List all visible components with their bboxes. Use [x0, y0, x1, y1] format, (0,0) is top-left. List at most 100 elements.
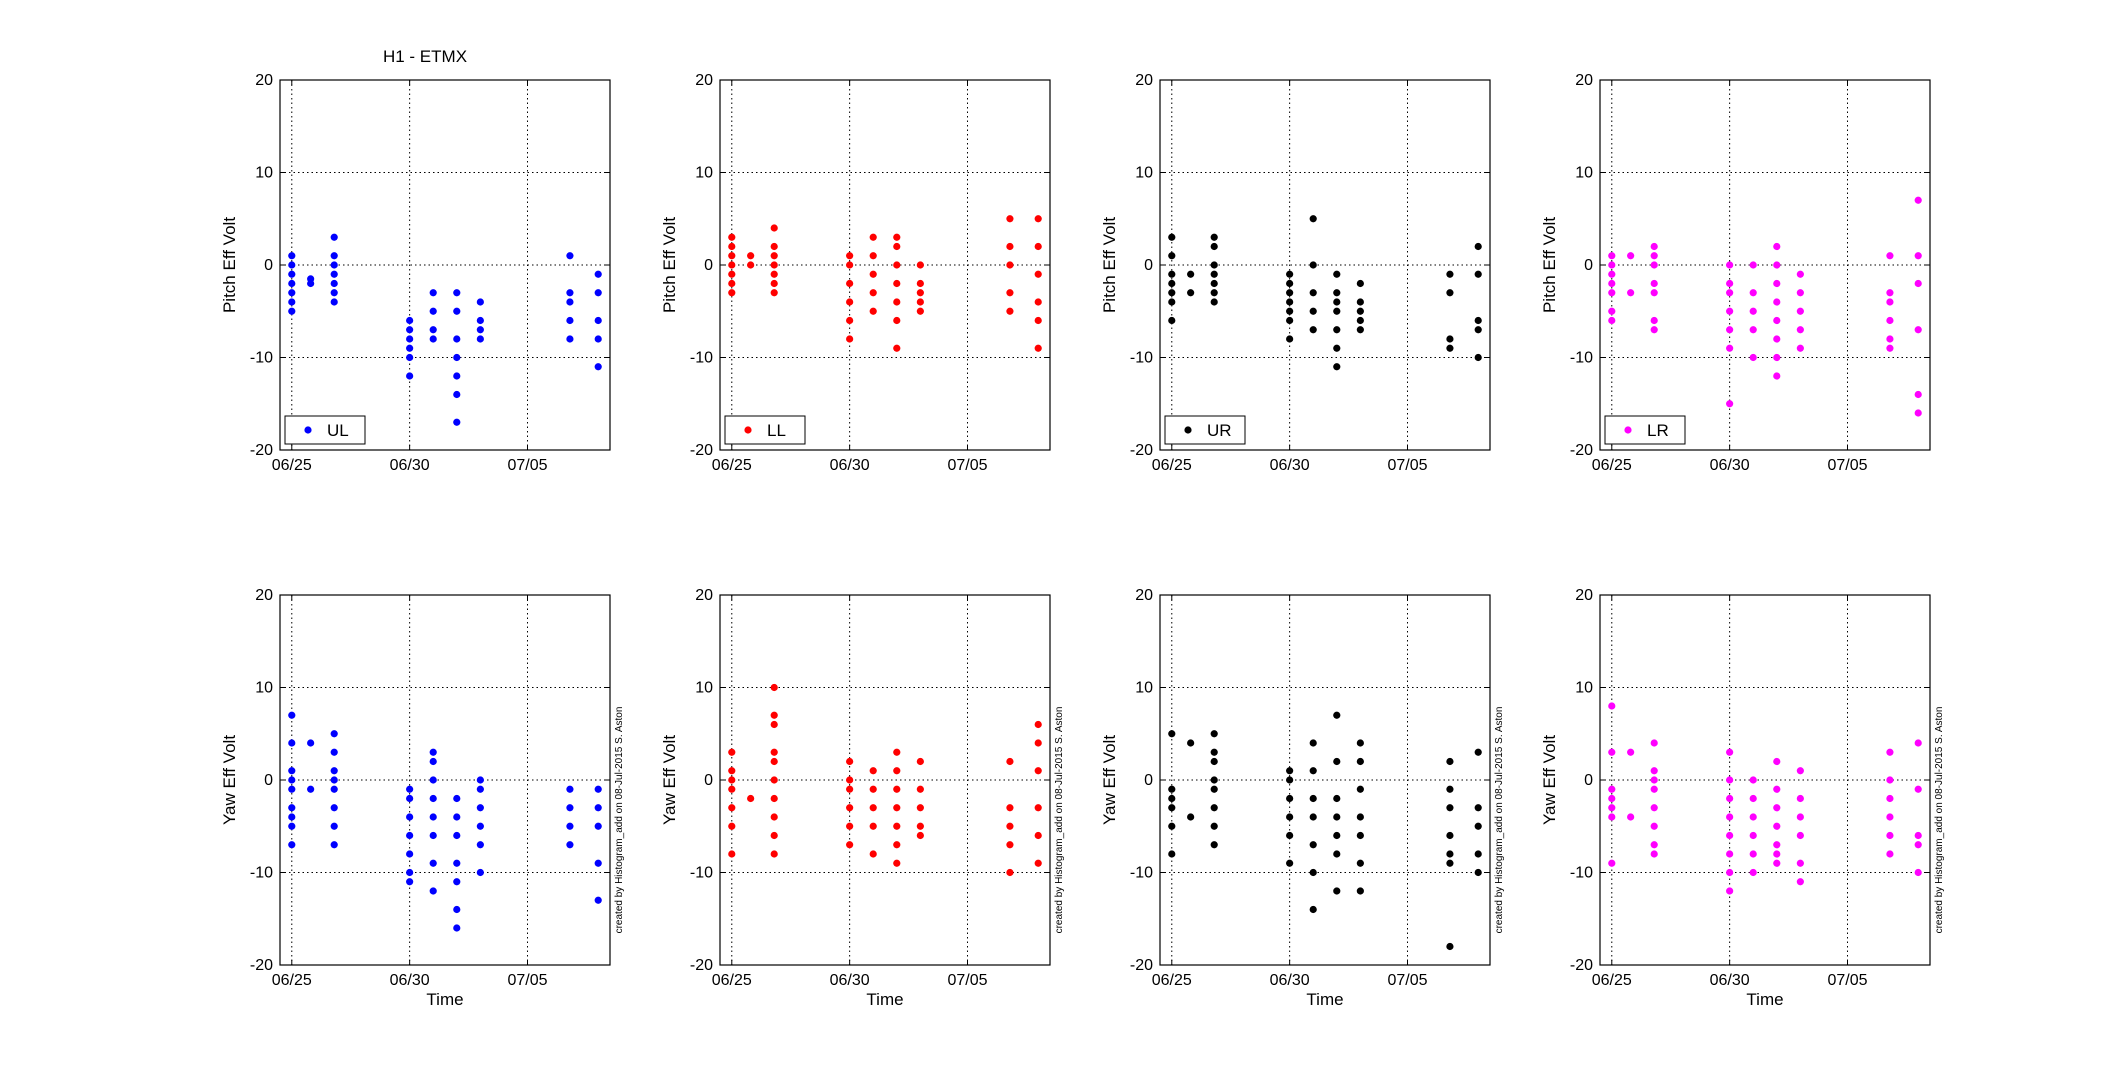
data-point — [1608, 261, 1616, 269]
data-point — [1773, 316, 1781, 325]
data-point — [1006, 757, 1014, 766]
y-tick-label: -20 — [1130, 957, 1153, 974]
data-point — [1886, 794, 1894, 803]
x-tick-label: 06/30 — [390, 457, 430, 474]
data-point — [846, 776, 854, 784]
data-point — [1726, 831, 1734, 840]
data-point — [406, 878, 414, 886]
data-point — [770, 252, 778, 260]
data-point — [406, 794, 414, 803]
data-point — [1726, 794, 1734, 803]
data-point — [1286, 270, 1294, 278]
data-point — [1006, 289, 1014, 297]
data-point — [288, 804, 296, 812]
data-point — [1474, 242, 1482, 251]
data-point — [1726, 307, 1734, 315]
y-tick-label: 20 — [1575, 587, 1593, 604]
data-point — [1446, 942, 1454, 951]
data-point — [1796, 859, 1804, 867]
data-point — [1446, 850, 1454, 858]
data-point — [330, 767, 338, 775]
data-point — [453, 878, 461, 886]
data-point — [1886, 298, 1894, 306]
data-point — [429, 794, 437, 803]
data-point — [330, 279, 338, 288]
data-point — [1914, 252, 1922, 260]
y-tick-label: 20 — [1575, 72, 1593, 89]
data-point — [1286, 335, 1294, 343]
data-point — [330, 252, 338, 260]
data-point — [1749, 353, 1757, 362]
data-point — [453, 924, 461, 932]
x-tick-label: 06/25 — [712, 972, 752, 989]
data-point — [406, 335, 414, 343]
data-point — [429, 776, 437, 784]
data-point — [770, 757, 778, 766]
x-tick-label: 06/25 — [712, 457, 752, 474]
data-point — [1914, 409, 1922, 417]
data-point — [1773, 785, 1781, 793]
data-point — [1168, 730, 1176, 738]
data-point — [1914, 868, 1922, 877]
x-tick-label: 07/05 — [507, 457, 547, 474]
data-point — [288, 261, 296, 269]
data-point — [1796, 794, 1804, 803]
data-point — [1286, 279, 1294, 288]
data-point — [1650, 279, 1658, 288]
data-point — [1608, 289, 1616, 297]
data-point — [330, 748, 338, 756]
data-point — [1446, 335, 1454, 343]
data-point — [728, 767, 736, 775]
data-point — [476, 841, 484, 849]
y-tick-label: -10 — [1570, 350, 1593, 367]
data-point — [566, 841, 574, 849]
data-point — [1914, 739, 1922, 747]
data-point — [869, 252, 877, 260]
data-point — [1333, 794, 1341, 803]
data-point — [288, 298, 296, 306]
data-point — [1608, 252, 1616, 260]
data-point — [893, 242, 901, 251]
data-point — [429, 859, 437, 867]
plot-panel-8: 06/25 06/30 07/05 -20 -10 0 10 20 Yaw Eff Volt Ti… — [1540, 587, 1945, 1009]
data-point — [1210, 298, 1218, 306]
data-point — [429, 289, 437, 297]
data-point — [1333, 813, 1341, 821]
data-point — [429, 307, 437, 315]
data-point — [1309, 739, 1317, 747]
data-point — [1356, 279, 1364, 288]
legend-marker — [1184, 426, 1192, 434]
data-point — [770, 813, 778, 821]
data-point — [1749, 868, 1757, 877]
data-point — [406, 372, 414, 380]
data-point — [429, 748, 437, 756]
data-point — [1726, 261, 1734, 269]
data-point — [1309, 841, 1317, 849]
x-tick-label: 06/30 — [390, 972, 430, 989]
data-point — [1210, 242, 1218, 251]
data-point — [1773, 859, 1781, 867]
data-point — [846, 279, 854, 288]
plot-panel-5: 06/25 06/30 07/05 -20 -10 0 10 20 Yaw Eff Volt Ti… — [220, 587, 625, 1009]
plot-panel-2: 06/25 06/30 07/05 -20 -10 0 10 20 Pitch Eff Volt… — [660, 72, 1051, 474]
data-point — [1333, 307, 1341, 315]
data-point — [1773, 242, 1781, 251]
data-point — [1726, 400, 1734, 408]
data-point — [1796, 813, 1804, 821]
data-point — [846, 335, 854, 343]
y-tick-label: -20 — [690, 442, 713, 459]
y-tick-label: -10 — [690, 865, 713, 882]
data-point — [846, 298, 854, 306]
data-point — [1474, 804, 1482, 812]
data-point — [1034, 316, 1042, 325]
data-point — [476, 326, 484, 334]
plot-panel-1: 06/25 06/30 07/05 -20 -10 0 10 20 Pitch Eff Volt… — [220, 72, 611, 474]
data-point — [1650, 776, 1658, 784]
data-point — [406, 850, 414, 858]
data-point — [429, 831, 437, 840]
data-point — [893, 316, 901, 325]
data-point — [1886, 252, 1894, 260]
data-point — [869, 233, 877, 241]
data-point — [1006, 261, 1014, 269]
data-point — [728, 822, 736, 830]
